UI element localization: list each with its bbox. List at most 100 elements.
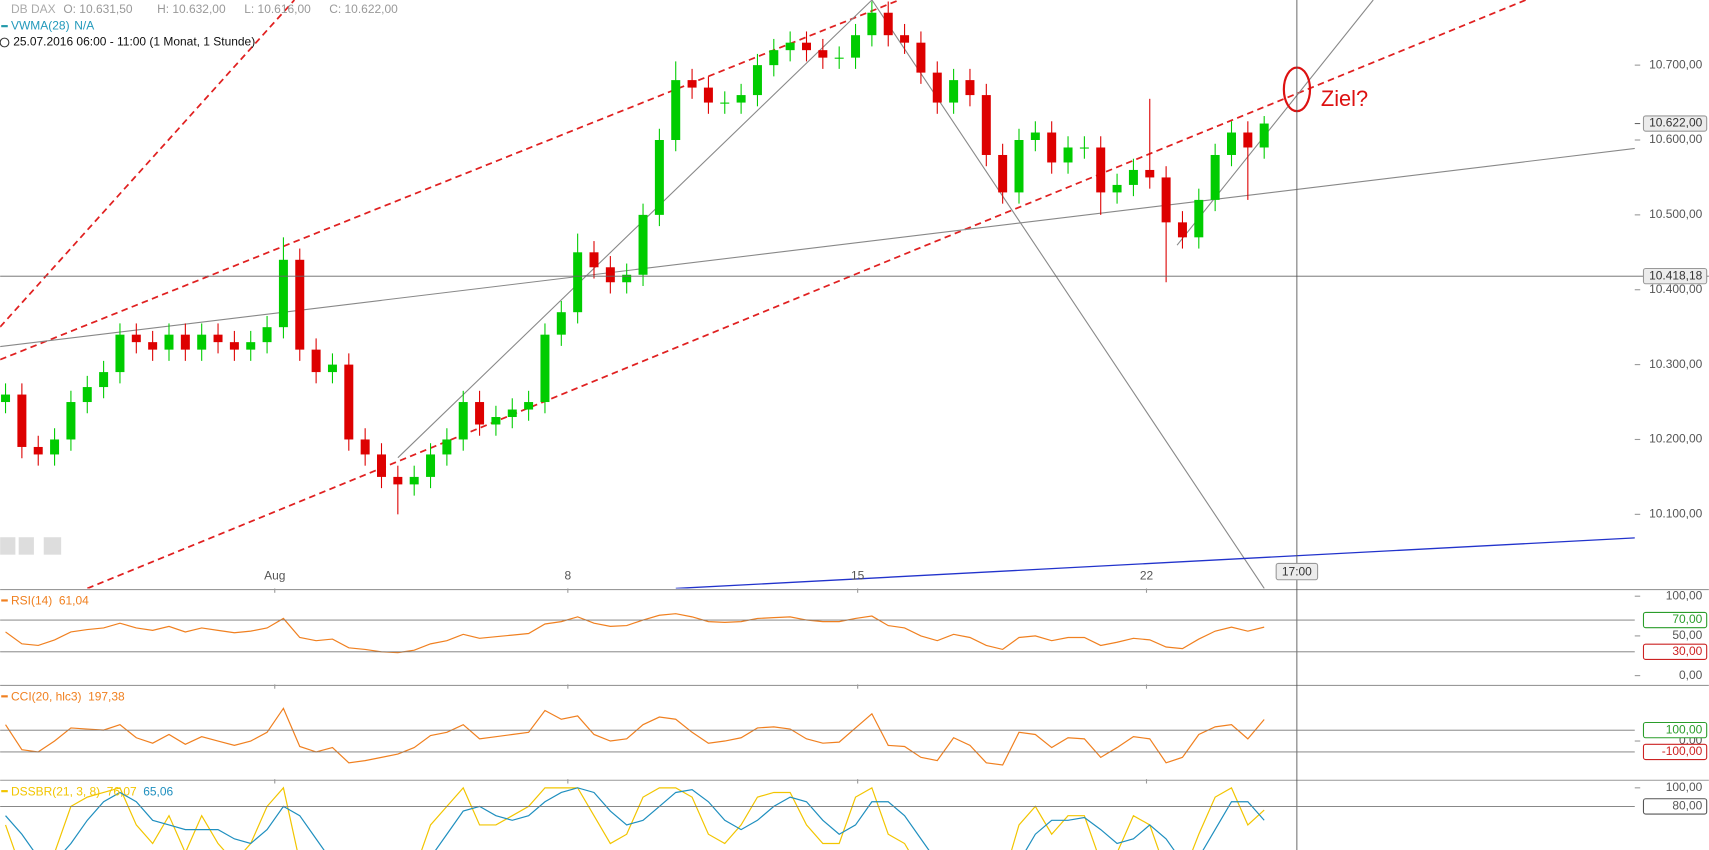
symbol: DB DAX — [11, 2, 56, 16]
band-label: 80,00 — [1672, 799, 1702, 813]
y-tick-label: 10.700,00 — [1649, 57, 1703, 71]
candle-body — [491, 417, 501, 425]
y-tick-label: 100,00 — [1666, 780, 1703, 794]
band-label: 70,00 — [1672, 612, 1702, 626]
candle-body — [50, 439, 60, 455]
candle-body — [1014, 140, 1024, 193]
candle-body — [409, 476, 419, 485]
trend-line — [1176, 0, 1374, 246]
candle-body — [1161, 177, 1171, 223]
legend-value: 61,04 — [59, 594, 89, 608]
y-tick-label: 10.500,00 — [1649, 207, 1703, 221]
button[interactable] — [18, 537, 34, 555]
y-tick-label: 10.600,00 — [1649, 132, 1703, 146]
clock-icon — [0, 37, 10, 48]
indicator-line — [5, 707, 1265, 766]
candle-body — [458, 402, 468, 440]
y-tick-label: 100,00 — [1666, 588, 1703, 602]
candle-body — [769, 50, 779, 66]
candle-body — [671, 80, 681, 141]
legend-value: 76,07 — [107, 784, 137, 798]
candle-body — [1227, 132, 1236, 155]
candles — [1, 1, 1269, 515]
reference-label-box — [1642, 267, 1708, 285]
ohlc: O: 10.631,50 — [63, 2, 133, 16]
trend-line — [675, 537, 1635, 589]
indicator — [5, 707, 1265, 766]
candle-body — [752, 65, 762, 96]
candle-body — [720, 102, 730, 104]
candle-body — [981, 95, 991, 155]
candle-body — [1177, 222, 1187, 238]
crosshair-label: 17:00 — [1282, 564, 1312, 578]
candle-body — [540, 334, 550, 403]
candle-body — [197, 334, 207, 350]
candle-body — [589, 252, 599, 268]
button[interactable] — [0, 537, 16, 555]
y-tick-label: 10.400,00 — [1649, 282, 1703, 296]
candle-body — [900, 35, 910, 43]
candle-body — [998, 154, 1008, 193]
candle-body — [180, 334, 190, 350]
legend-swatch — [1, 695, 8, 698]
candle-body — [687, 80, 697, 88]
trend-lines — [0, 0, 1635, 589]
ohlc: C: 10.622,00 — [329, 2, 398, 16]
candle-body — [851, 35, 861, 58]
candle-body — [442, 439, 452, 455]
candle-body — [867, 12, 877, 36]
candle-body — [148, 342, 158, 350]
y-tick-label: 10.200,00 — [1649, 432, 1703, 446]
candle-body — [573, 252, 583, 313]
trend-line — [0, 147, 1635, 348]
band-label-box — [1642, 643, 1708, 660]
candle-body — [834, 57, 844, 59]
trend-line — [0, 0, 296, 328]
reference-label: 10.418,18 — [1649, 268, 1703, 282]
candle-body — [311, 349, 321, 373]
candle-body — [99, 372, 109, 388]
indicator: VWMA(28) — [11, 18, 70, 32]
indicator-line — [5, 787, 1265, 850]
annotation: Ziel? — [1321, 86, 1368, 111]
button[interactable] — [43, 537, 62, 555]
band-label-box — [1642, 743, 1708, 761]
indicator — [4, 786, 1265, 850]
ohlc: L: 10.616,00 — [244, 2, 311, 16]
legend-value: 197,38 — [88, 690, 125, 704]
candle-body — [1112, 184, 1122, 193]
legend-swatch — [1, 25, 8, 28]
x-tick-label: Aug — [264, 569, 285, 583]
legend-value: 65,06 — [143, 784, 173, 798]
candle-body — [131, 334, 141, 343]
ohlc: H: 10.632,00 — [157, 2, 226, 16]
trend-line — [397, 0, 873, 459]
candle-body — [736, 95, 746, 103]
candle-body — [965, 80, 975, 96]
period: 25.07.2016 06:00 - 11:00 (1 Monat, 1 Stu… — [13, 35, 255, 49]
indicator-value: N/A — [74, 18, 94, 32]
candle-body — [1210, 154, 1220, 200]
candle-body — [932, 72, 942, 103]
band-label-box — [1642, 611, 1708, 629]
band-label: -100,00 — [1662, 744, 1703, 758]
candle-body — [1079, 147, 1089, 149]
candle-body — [1243, 132, 1253, 148]
x-tick-label: 8 — [565, 569, 572, 583]
candle-body — [164, 334, 174, 350]
candle-body — [262, 327, 272, 343]
candle-body — [949, 80, 959, 103]
trend-line — [0, 0, 900, 361]
candle-body — [605, 267, 615, 283]
candle-body — [883, 12, 893, 36]
candle-body — [507, 409, 517, 418]
candle-body — [66, 402, 76, 440]
candle-body — [1063, 147, 1073, 163]
zoom-buttons[interactable] — [0, 537, 62, 555]
indicator — [5, 613, 1265, 654]
candle-body — [1030, 132, 1040, 141]
candle-body — [1194, 199, 1204, 238]
candle-body — [327, 364, 337, 373]
candle-body — [638, 214, 648, 275]
last-price-label: 10.622,00 — [1649, 116, 1703, 130]
